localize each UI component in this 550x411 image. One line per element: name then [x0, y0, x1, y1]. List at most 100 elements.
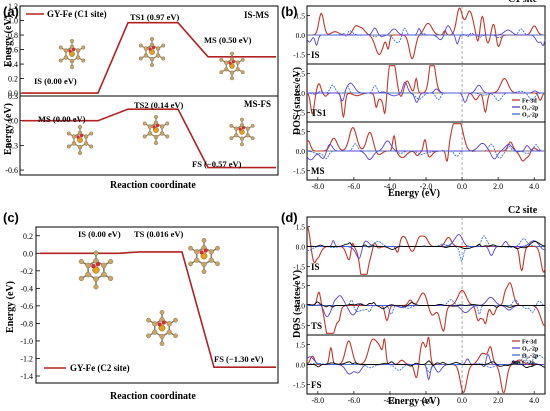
panel-a-bottom-tag: MS-FS	[244, 99, 271, 109]
a-top-ticklabel: 1.2	[8, 2, 18, 11]
panel-c-ylabel: Energy (eV)	[5, 281, 16, 333]
dos-yticklabel: 1.5	[296, 341, 306, 350]
panel-a-ylabel-bottom: Energy (eV)	[3, 103, 14, 155]
dos-yticklabel: -1.5	[293, 51, 305, 60]
panel-b: (b) DOS (states/eV) Energy (eV) C1 site1…	[281, 0, 546, 199]
c-ticklabel: 0.0	[23, 249, 33, 258]
panel-d: (d) DOS (states/eV) Energy (eV) C2 site1…	[281, 205, 546, 407]
dos-xticklabel: 4.0	[529, 182, 539, 191]
state-label-c-2: FS (−1.30 eV)	[214, 354, 264, 364]
panel-c-label: (c)	[3, 210, 19, 225]
a-top-ticklabel: 0.4	[8, 60, 18, 69]
dos-curve-2	[307, 354, 546, 374]
panel-d-xlabel: Energy (eV)	[388, 396, 440, 407]
state-label-top-0: IS (0.00 eV)	[34, 76, 77, 86]
dos-yticklabel: -1.5	[293, 321, 305, 330]
panel-d-title: C2 site	[508, 205, 538, 216]
panel-d-ylabel: DOS (states/eV)	[292, 270, 303, 338]
panel-b-plot: C1 site 1.5 0.0 -1.5 IS 1.5 0.0 -1.5 TS1 Fe-3dO₁ₑ…	[293, 0, 546, 191]
molecule-a-ts2	[142, 114, 170, 145]
state-label-c-1: TS (0.016 eV)	[134, 229, 184, 239]
molecule-a-ms2	[66, 124, 94, 155]
dos-xticklabel: -2.0	[420, 396, 433, 405]
panel-c-frame	[35, 226, 279, 384]
state-label-top-1: TS1 (0.97 eV)	[130, 12, 180, 22]
panel-a-top-path: IS (0.00 eV) TS1 (0.97 eV) MS (0.50 eV)	[22, 12, 276, 94]
dos-state-label: TS	[311, 321, 322, 331]
dos-xticklabel: 0.0	[457, 396, 467, 405]
dos-curve-3	[307, 360, 545, 369]
dos-yticklabel: 1.5	[296, 128, 306, 137]
molecule-c-ts	[188, 238, 220, 274]
energy-path-top	[22, 21, 276, 94]
dos-subpanel-d-0: 1.5 0.0 -1.5 IS	[293, 216, 546, 277]
panel-b-ylabel: DOS (states/eV)	[292, 67, 303, 135]
dos-yticklabel: 1.5	[296, 223, 306, 232]
panel-a-top-yticks: 0.0 0.2 0.4 0.6 0.8 1.0 1.2	[8, 2, 24, 98]
dos-xticklabel: 4.0	[529, 396, 539, 405]
dos-yticklabel: 0.0	[296, 302, 306, 311]
panel-c-legend: GY-Fe (C2 site)	[70, 363, 130, 373]
state-label-bottom-2: FS (−0.57 eV)	[192, 159, 242, 169]
panel-a-xlabel: Reaction coordinate	[110, 180, 196, 191]
panel-a-bottom-frame	[19, 95, 279, 176]
dos-curve-2	[306, 235, 545, 262]
state-label-top-2: MS (0.50 eV)	[204, 35, 252, 45]
a-top-ticklabel: 0.8	[8, 31, 18, 40]
panel-a-bottom-path: MS (0.00 eV) TS2 (0.14 eV) FS (−0.57 eV)	[22, 100, 276, 169]
panel-c-molecules	[78, 238, 220, 346]
dos-legend-entry: Fe-3d	[522, 340, 537, 346]
state-label-c-0: IS (0.00 eV)	[78, 229, 121, 239]
c-ticklabel: -1.4	[20, 372, 33, 381]
panel-c-xlabel: Reaction coordinate	[110, 391, 196, 402]
dos-xticklabel: 2.0	[493, 182, 503, 191]
panel-a-legend: GY-Fe (C1 site)	[47, 9, 107, 19]
dos-yticklabel: 0.0	[296, 361, 306, 370]
energy-path-c	[40, 251, 276, 369]
panel-c: (c) Energy (eV) Reaction coordinate GY-F…	[3, 210, 279, 402]
molecule-c-is	[78, 250, 114, 290]
dos-state-label: FS	[311, 380, 322, 390]
panel-a-ylabel-top: Energy (eV)	[3, 15, 14, 67]
molecule-a-ms	[219, 51, 245, 81]
panel-a-bottom-yticks: 0.30.0-0.3-0.6	[5, 92, 24, 175]
molecule-a-fs	[229, 117, 255, 147]
panel-b-title: C1 site	[508, 0, 538, 5]
dos-yticklabel: -1.5	[293, 167, 305, 176]
molecule-c-fs	[146, 310, 178, 346]
a-top-ticklabel: 0.0	[8, 89, 18, 98]
a-bottom-ticklabel: -0.3	[5, 141, 18, 150]
c-ticklabel: -0.2	[20, 267, 33, 276]
dos-subpanel-d-1: 1.5 0.0 -1.5 TS	[293, 275, 546, 336]
panel-b-xlabel: Energy (eV)	[388, 188, 440, 199]
dos-curve-3	[306, 301, 545, 310]
dos-yticklabel: -1.5	[293, 380, 305, 389]
c-ticklabel: -0.6	[20, 302, 33, 311]
dos-legend-entry: O₂ₑ-2p	[522, 113, 539, 119]
dos-legend-entry: O₁ₑ-2p	[522, 347, 539, 353]
a-top-ticklabel: 1.0	[8, 17, 18, 26]
dos-state-label: MS	[311, 166, 325, 176]
dos-yticklabel: 0.0	[296, 89, 306, 98]
dos-xticklabel: -6.0	[348, 396, 361, 405]
dos-curve-0	[307, 7, 545, 60]
dos-subpanel-b-2: 1.5 0.0 -1.5 MS -8.0 -6.0 -4.0 -2.0 0.0 2.0 4.0	[293, 121, 546, 191]
panel-d-label: (d)	[281, 210, 298, 225]
dos-xticklabel: 0.0	[457, 182, 467, 191]
dos-xticklabel: -8.0	[311, 182, 324, 191]
dos-curve-0	[306, 123, 545, 162]
panel-c-yticks: 0.2 0.0 -0.2 -0.4 -0.6 -0.8 -1.0 -1.2 -1.4	[20, 232, 40, 381]
a-top-ticklabel: 0.6	[8, 46, 18, 55]
dos-state-label: TS1	[311, 108, 327, 118]
dos-curve-0	[307, 282, 546, 334]
dos-yticklabel: 1.5	[296, 70, 306, 79]
dos-xticklabel: -4.0	[384, 396, 397, 405]
dos-curve-0	[306, 336, 545, 393]
c-ticklabel: -1.2	[20, 354, 33, 363]
dos-curve-2	[307, 143, 545, 160]
dos-xticklabel: -4.0	[384, 182, 397, 191]
c-ticklabel: 0.2	[23, 232, 33, 241]
c-ticklabel: -1.0	[20, 337, 33, 346]
